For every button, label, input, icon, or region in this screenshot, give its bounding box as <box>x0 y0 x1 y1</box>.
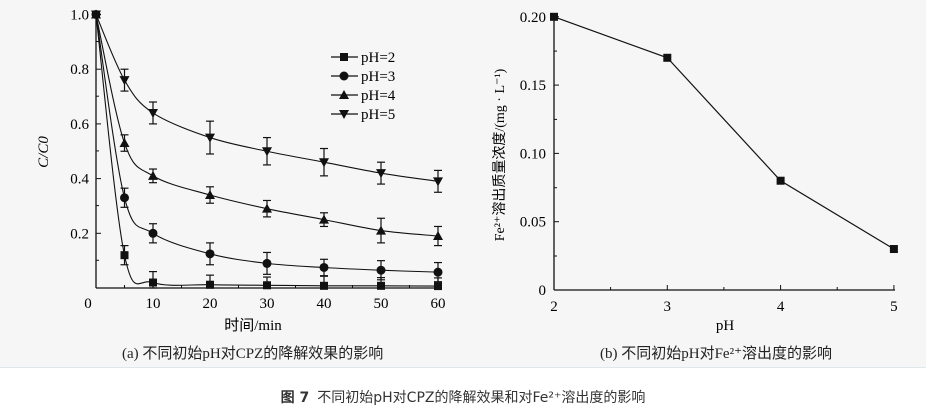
y-tick-label-a: 0.4 <box>70 172 89 188</box>
y-tick-label-b: 0 <box>539 283 547 299</box>
x-axis-title-b: pH <box>716 318 735 334</box>
legend-marker <box>339 71 349 81</box>
legend-marker <box>339 90 349 99</box>
y-tick-label-b: 0.20 <box>520 10 546 26</box>
x-tick-label-b: 5 <box>890 299 898 315</box>
x-axis-title-a: 时间/min <box>224 317 282 334</box>
y-tick-label-b: 0.05 <box>520 215 546 231</box>
x-tick-label-b: 4 <box>777 299 785 315</box>
x-tick-label-a: 60 <box>431 296 446 312</box>
data-point-pH=3 <box>205 249 215 259</box>
data-point-pH=4 <box>319 214 329 224</box>
data-point-pH=5 <box>262 147 272 157</box>
legend-marker <box>340 53 348 61</box>
legend-label: pH=2 <box>361 50 395 66</box>
data-point-fe <box>663 53 672 62</box>
legend-marker <box>339 110 349 119</box>
data-point-pH=5 <box>319 158 329 168</box>
y-tick-label-b: 0.15 <box>520 78 546 94</box>
charts: C/C0 0 10 20 30 40 50 600.20.40.60.81.0时间/minp… <box>36 8 898 334</box>
data-point-pH=3 <box>262 258 272 268</box>
subcaption-a: (a) 不同初始pH对CPZ的降解效果的影响 <box>122 346 384 362</box>
series-line-fe <box>553 16 895 250</box>
data-point-fe <box>889 245 898 254</box>
data-point-pH=5 <box>433 177 443 187</box>
x-tick-label-b: 2 <box>550 299 558 315</box>
data-point-pH=3 <box>433 267 443 277</box>
y-axis-title-b: Fe²⁺溶出质量浓度/(mg · L⁻¹) <box>492 68 508 241</box>
data-point-pH=4 <box>376 225 386 235</box>
figure-caption: 图 7 不同初始pH对CPZ的降解效果和对Fe²⁺溶出度的影响 <box>0 387 926 407</box>
data-point-pH=5 <box>376 169 386 179</box>
data-point-pH=2 <box>149 278 157 287</box>
data-point-pH=5 <box>119 76 130 86</box>
figure-label: 图 7 <box>280 390 310 406</box>
data-point-pH=4 <box>205 190 215 200</box>
data-point-pH=2 <box>377 281 385 290</box>
y-tick-label-b: 0.10 <box>520 146 546 162</box>
data-point-pH=3 <box>376 265 386 275</box>
data-point-pH=5 <box>148 108 158 118</box>
x-tick-label-a: 10 <box>146 296 161 312</box>
y-tick-label-a: 0.8 <box>70 62 89 78</box>
y-tick-label-a: 0.2 <box>70 226 89 242</box>
series-line-pH=4 <box>95 14 439 237</box>
x-tick-label-b: 3 <box>664 299 672 315</box>
data-point-pH=4 <box>433 231 443 241</box>
data-point-pH=4 <box>119 138 130 148</box>
x-tick-label-a: 50 <box>374 296 389 312</box>
subcaption-b: (b) 不同初始pH对Fe²⁺溶出度的影响 <box>600 346 832 362</box>
data-point-pH=2 <box>263 281 271 290</box>
y-axis-title-a: C/C0 <box>36 136 52 168</box>
data-point-pH=2 <box>320 281 328 290</box>
data-point-pH=5 <box>205 133 215 143</box>
x-tick-label-a: 0 <box>84 296 92 312</box>
data-point-pH=3 <box>148 228 158 238</box>
data-point-pH=4 <box>148 170 158 180</box>
figure-panel: C/C0 0 10 20 30 40 50 60 0.2 0.4 0.6 0.8 1.0 时间/min p… <box>0 7 926 368</box>
data-point-pH=2 <box>434 282 442 291</box>
data-point-fe <box>550 12 558 21</box>
legend-label: pH=5 <box>361 107 395 123</box>
legend-label: pH=4 <box>361 88 396 104</box>
y-tick-label-a: 0.6 <box>70 117 89 133</box>
data-point-pH=3 <box>319 262 329 272</box>
data-point-pH=5 <box>91 10 101 20</box>
x-tick-label-a: 20 <box>203 296 218 312</box>
data-point-pH=2 <box>120 251 129 260</box>
y-tick-label-a: 1.0 <box>70 8 89 24</box>
legend-label: pH=3 <box>361 69 395 85</box>
data-point-fe <box>776 176 785 185</box>
x-tick-label-a: 30 <box>260 296 275 312</box>
data-point-pH=2 <box>206 280 214 289</box>
data-point-pH=4 <box>262 203 272 213</box>
figure-caption-text: 不同初始pH对CPZ的降解效果和对Fe²⁺溶出度的影响 <box>317 390 646 406</box>
x-tick-label-a: 40 <box>317 296 332 312</box>
data-point-pH=3 <box>120 193 129 203</box>
